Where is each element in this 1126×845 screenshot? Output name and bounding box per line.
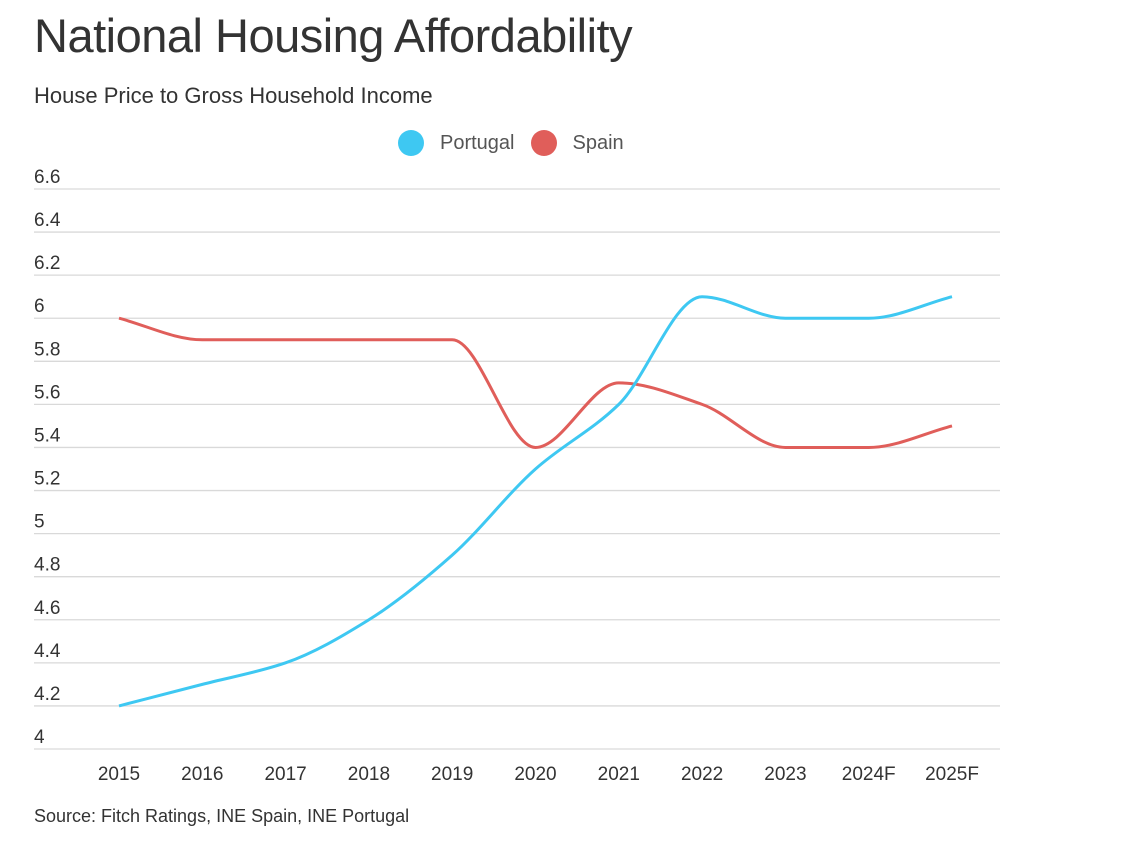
- legend: Portugal Spain: [398, 130, 640, 156]
- y-tick-label: 5.2: [34, 469, 60, 490]
- grid-lines: [34, 188, 1000, 750]
- x-tick-label: 2024F: [842, 764, 896, 785]
- y-tick-label: 6.6: [34, 167, 60, 188]
- x-tick-label: 2020: [514, 764, 556, 785]
- series-line-portugal[interactable]: [118, 295, 953, 708]
- y-tick-label: 5.4: [34, 425, 61, 446]
- y-tick-label: 6.2: [34, 253, 60, 274]
- x-tick-label: 2019: [431, 764, 473, 785]
- chart-subtitle: House Price to Gross Household Income: [34, 83, 433, 108]
- y-tick-label: 6.4: [34, 210, 61, 231]
- y-axis-ticks: 4 4.2 4.4 4.6 4.8 5 5.2 5.4 5.6 5.8 6 6.2 6.4 6.6: [34, 167, 61, 748]
- x-tick-label: 2015: [98, 764, 140, 785]
- y-tick-label: 4.2: [34, 684, 60, 705]
- legend-marker-spain: [530, 130, 557, 156]
- legend-label-spain: Spain: [572, 131, 624, 154]
- chart-title: National Housing Affordability: [34, 9, 633, 62]
- y-tick-label: 4.8: [34, 555, 60, 576]
- y-tick-label: 6: [34, 296, 45, 317]
- source-note: Source: Fitch Ratings, INE Spain, INE Po…: [34, 806, 410, 826]
- x-tick-label: 2016: [181, 764, 223, 785]
- x-tick-label: 2018: [348, 764, 390, 785]
- x-tick-label: 2017: [264, 764, 306, 785]
- y-tick-label: 5.6: [34, 382, 60, 403]
- y-tick-label: 4.6: [34, 598, 60, 619]
- y-tick-label: 4.4: [34, 641, 61, 662]
- y-tick-label: 4: [34, 727, 45, 748]
- x-tick-label: 2021: [598, 764, 640, 785]
- series-lines: [118, 295, 953, 708]
- y-tick-label: 5.8: [34, 339, 60, 360]
- x-tick-label: 2025F: [925, 764, 979, 785]
- x-axis-ticks: 2015 2016 2017 2018 2019 2020 2021 2022 2023 2024…: [98, 764, 979, 785]
- legend-label-portugal: Portugal: [440, 131, 515, 154]
- series-line-spain[interactable]: [118, 316, 953, 449]
- legend-item-portugal[interactable]: Portugal: [398, 130, 515, 156]
- y-tick-label: 5: [34, 512, 45, 533]
- legend-item-spain[interactable]: Spain: [530, 130, 624, 156]
- x-tick-label: 2022: [681, 764, 723, 785]
- legend-marker-portugal: [398, 130, 424, 156]
- x-tick-label: 2023: [764, 764, 806, 785]
